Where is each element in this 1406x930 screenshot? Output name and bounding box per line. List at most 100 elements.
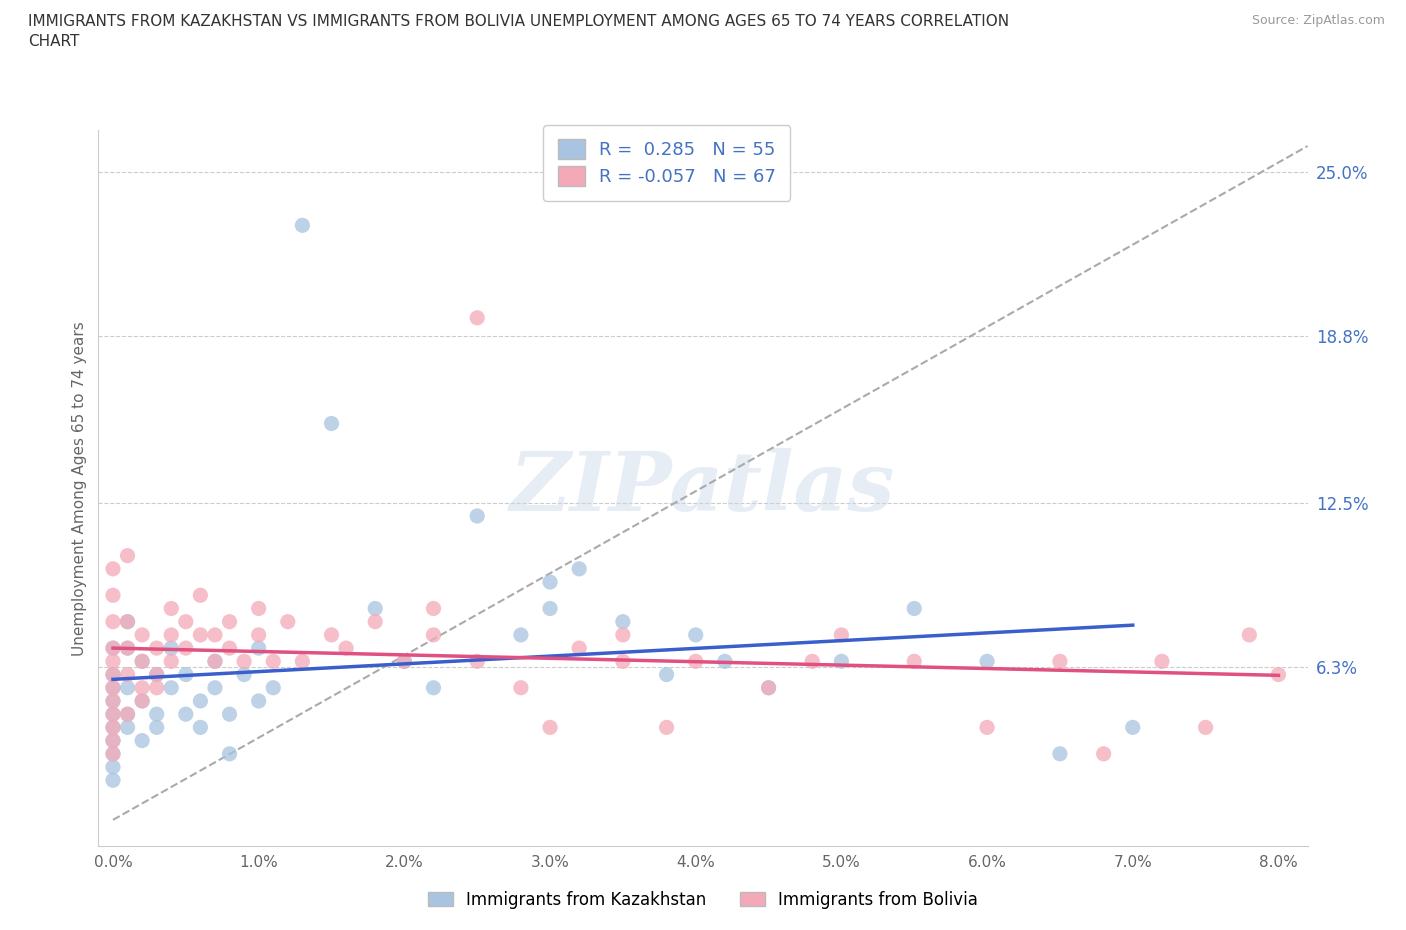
Point [145, 667, 167, 682]
Point [655, 720, 678, 735]
Point [101, 707, 124, 722]
Point [160, 681, 183, 696]
Point [190, 588, 212, 603]
Point [335, 641, 357, 656]
Point [1049, 654, 1071, 669]
Point [1092, 747, 1115, 762]
Point [714, 654, 737, 669]
Point [685, 654, 707, 669]
Point [291, 218, 314, 232]
Point [101, 588, 124, 603]
Point [568, 562, 591, 577]
Point [131, 628, 153, 643]
Point [1049, 747, 1071, 762]
Legend: Immigrants from Kazakhstan, Immigrants from Bolivia: Immigrants from Kazakhstan, Immigrants f… [419, 883, 987, 917]
Point [218, 707, 240, 722]
Point [101, 733, 124, 748]
Point [101, 562, 124, 577]
Point [465, 654, 488, 669]
Point [204, 654, 226, 669]
Text: Source: ZipAtlas.com: Source: ZipAtlas.com [1251, 14, 1385, 27]
Point [247, 694, 270, 709]
Point [538, 601, 561, 616]
Point [117, 548, 139, 563]
Point [204, 654, 226, 669]
Point [145, 720, 167, 735]
Point [101, 667, 124, 682]
Point [101, 667, 124, 682]
Point [101, 733, 124, 748]
Point [758, 681, 780, 696]
Point [131, 681, 153, 696]
Point [1267, 667, 1289, 682]
Point [117, 641, 139, 656]
Point [101, 681, 124, 696]
Point [291, 654, 314, 669]
Point [509, 681, 531, 696]
Point [903, 654, 925, 669]
Point [422, 601, 444, 616]
Point [131, 694, 153, 709]
Point [117, 614, 139, 629]
Point [218, 614, 240, 629]
Point [538, 720, 561, 735]
Point [160, 628, 183, 643]
Point [247, 641, 270, 656]
Point [685, 628, 707, 643]
Point [830, 654, 852, 669]
Point [394, 654, 416, 669]
Point [233, 667, 256, 682]
Point [321, 628, 343, 643]
Point [101, 720, 124, 735]
Point [976, 654, 998, 669]
Point [204, 628, 226, 643]
Point [830, 628, 852, 643]
Point [117, 667, 139, 682]
Point [801, 654, 824, 669]
Point [247, 628, 270, 643]
Point [145, 667, 167, 682]
Point [465, 509, 488, 524]
Point [131, 654, 153, 669]
Point [101, 707, 124, 722]
Point [612, 628, 634, 643]
Point [131, 654, 153, 669]
Point [277, 614, 299, 629]
Point [465, 311, 488, 325]
Point [1194, 720, 1216, 735]
Legend: R =  0.285   N = 55, R = -0.057   N = 67: R = 0.285 N = 55, R = -0.057 N = 67 [543, 125, 790, 201]
Point [758, 681, 780, 696]
Point [538, 575, 561, 590]
Point [1239, 628, 1261, 643]
Point [101, 694, 124, 709]
Point [101, 747, 124, 762]
Text: IMMIGRANTS FROM KAZAKHSTAN VS IMMIGRANTS FROM BOLIVIA UNEMPLOYMENT AMONG AGES 65: IMMIGRANTS FROM KAZAKHSTAN VS IMMIGRANTS… [28, 14, 1010, 48]
Point [976, 720, 998, 735]
Point [174, 707, 197, 722]
Point [145, 681, 167, 696]
Point [145, 641, 167, 656]
Point [218, 641, 240, 656]
Point [174, 641, 197, 656]
Point [117, 641, 139, 656]
Point [160, 601, 183, 616]
Point [101, 760, 124, 775]
Point [612, 654, 634, 669]
Point [422, 681, 444, 696]
Text: ZIPatlas: ZIPatlas [510, 448, 896, 528]
Point [101, 694, 124, 709]
Point [117, 707, 139, 722]
Point [509, 628, 531, 643]
Point [190, 720, 212, 735]
Point [903, 601, 925, 616]
Point [101, 747, 124, 762]
Point [218, 747, 240, 762]
Point [101, 773, 124, 788]
Point [117, 614, 139, 629]
Point [101, 641, 124, 656]
Point [204, 681, 226, 696]
Point [190, 628, 212, 643]
Point [101, 614, 124, 629]
Point [101, 654, 124, 669]
Point [131, 733, 153, 748]
